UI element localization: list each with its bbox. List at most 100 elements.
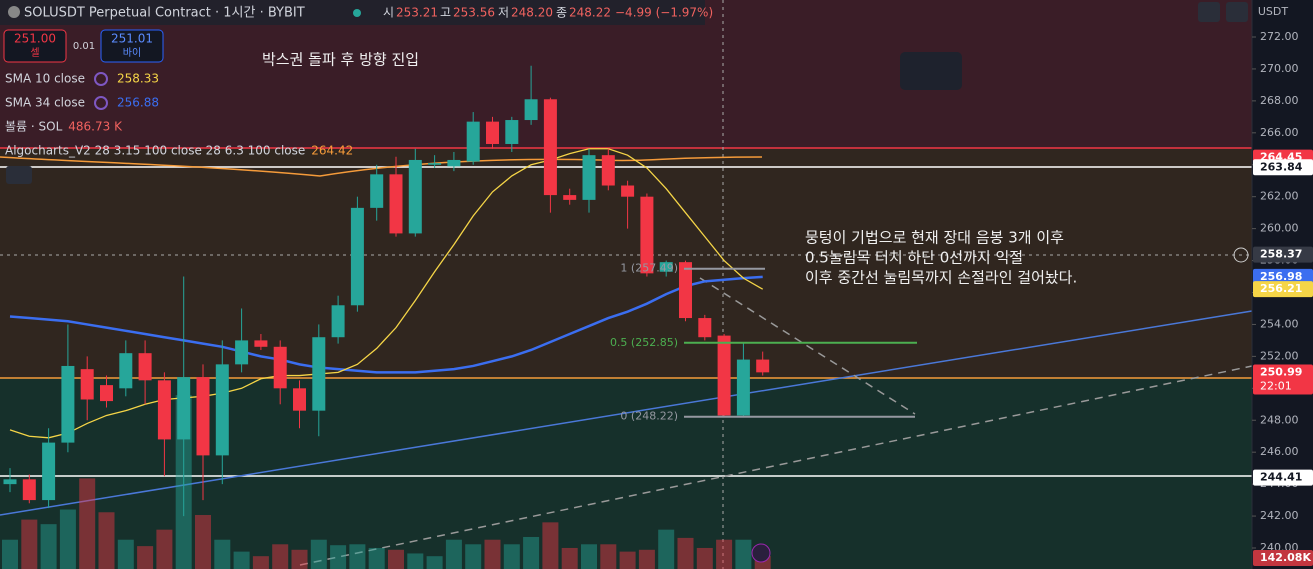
candle-body [293,388,306,411]
currency[interactable]: USDT [1258,5,1289,18]
y-tick-label: 268.00 [1260,94,1299,107]
candle-body [215,364,229,456]
y-tick-label: 260.00 [1260,222,1299,235]
symbol[interactable]: SOLUSDT Perpetual Contract · 1시간 · BYBIT [24,6,305,21]
sma10-line [9,148,764,439]
volume-bar [98,512,115,569]
volume-bar [445,539,462,569]
volume-bar [195,515,211,569]
candle-body [447,159,461,167]
sell-label[interactable]: 셀 [30,47,39,59]
price-badge-label: 244.41 [1260,471,1302,484]
price-badge-label: 256.21 [1260,282,1302,295]
buy-price[interactable]: 251.01 [111,32,153,46]
candle-body [543,99,557,196]
symbol-icon [8,6,20,18]
candle-body [621,185,635,197]
price-badge [1253,268,1313,285]
volume-bar [156,529,173,569]
indicator-value: 486.73 K [68,120,123,134]
candle-body [235,340,249,365]
price-badge [1253,364,1313,395]
candle-body [679,262,692,319]
candle-body [100,385,113,402]
volume-bar [696,547,713,569]
buy-label[interactable]: 바이 [123,47,141,59]
sell-price[interactable]: 251.00 [14,32,56,46]
candle-body [196,377,210,456]
y-tick-label: 262.00 [1260,190,1299,203]
countdown: 22:01 [1260,380,1292,393]
y-tick-label: 272.00 [1260,30,1299,43]
indicator-value: 258.33 [117,72,159,86]
buy-button[interactable] [100,29,164,63]
candle-body [524,99,538,121]
candle-body [61,365,75,443]
reset-button[interactable] [1226,2,1248,22]
l-value: 248.20 [511,6,553,20]
candle-body [698,318,712,338]
volume-bar [426,556,443,569]
fib-label: 0.5 (252.85) [610,336,678,349]
volume-bar [272,544,289,569]
volume-bar [291,549,308,569]
candle-body [273,346,287,389]
volume-bar [658,529,675,569]
candle-body [42,442,56,501]
annotation: 0.5눌림목 터치 하단 0선까지 익절 [805,249,1023,267]
volume-bar [252,556,269,569]
y-tick-label: 252.00 [1260,349,1299,362]
y-tick-label: 246.00 [1260,445,1299,458]
candle-body [640,196,654,274]
volume-bar [638,549,655,569]
price-badge [1253,159,1313,176]
price-badge-label: 256.98 [1260,270,1302,283]
price-badge [1253,469,1313,486]
volume-bar [407,553,424,569]
candle-body [119,353,133,389]
candle-body [582,155,596,200]
change: −4.99 (−1.97%) [615,6,713,20]
candle-body [370,174,384,208]
event-icon[interactable] [751,543,771,563]
c-value: 248.22 [569,6,611,20]
y-tick-label: 242.00 [1260,509,1299,522]
volume-bar [465,544,482,569]
drawing-toolbar[interactable] [900,52,962,90]
volume-bar [117,539,134,569]
candle-body [177,377,191,440]
h-label: 고 [440,6,451,20]
scroll-button[interactable] [1198,2,1220,22]
candle-body [466,121,480,162]
volume-badge-label: 142.08K [1260,551,1311,564]
o-label: 시 [383,6,394,20]
candle-body [601,155,615,186]
indicator-icon [94,96,108,110]
candle-body [80,369,94,400]
volume-bar [600,544,617,569]
sell-button[interactable] [3,29,67,63]
candle-body [486,121,499,144]
volume-bar [79,478,96,569]
indicator-name: 볼륨 · SOL [5,120,63,134]
volume-bar [619,551,636,569]
volume-bar [137,546,154,569]
price-badge-label: 258.37 [1260,248,1302,261]
c-label: 종 [556,6,567,20]
status-dot [353,9,361,17]
indicator-name: SMA 34 close [5,96,85,110]
price-badge [1253,281,1313,298]
price-badge-label: 263.84 [1260,160,1303,173]
volume-bar [368,547,385,569]
volume-bar [21,519,38,569]
add-button[interactable] [1233,247,1249,263]
spread: 0.01 [73,41,95,52]
indicator-value: 264.42 [311,144,353,158]
candle-body [331,305,345,338]
volume-bar [40,524,57,569]
collapse-button[interactable] [6,166,32,184]
candle-body [563,195,577,200]
y-tick-label: 270.00 [1260,62,1299,75]
candle-body [505,120,519,144]
candle-body [428,163,442,165]
